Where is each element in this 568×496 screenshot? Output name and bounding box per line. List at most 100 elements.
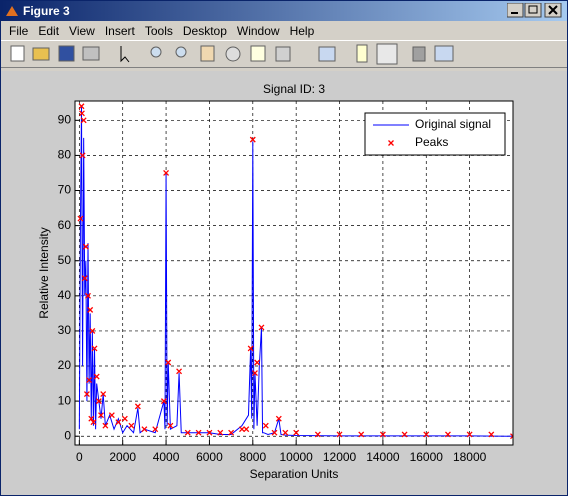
peak-marker	[293, 429, 300, 436]
peak-marker	[78, 110, 85, 117]
peak-marker	[95, 398, 102, 405]
x-tick-label: 8000	[239, 450, 266, 464]
peak-marker	[358, 431, 365, 438]
y-tick-label: 60	[58, 218, 72, 232]
toolbar	[1, 40, 567, 68]
peak-marker	[247, 345, 254, 352]
peak-marker	[85, 292, 91, 299]
y-tick-label: 90	[58, 112, 72, 126]
peak-marker	[89, 327, 96, 334]
menu-item[interactable]: Window	[236, 23, 280, 38]
peak-marker	[336, 431, 343, 438]
figure-area: Signal ID: 3 Separation Units Relative I…	[1, 71, 567, 495]
peak-marker	[176, 368, 183, 375]
y-tick-label: 70	[58, 183, 72, 197]
chart: Signal ID: 3 Separation Units Relative I…	[37, 82, 514, 481]
peak-marker	[134, 403, 141, 410]
x-tick-label: 16000	[410, 450, 444, 464]
peak-marker	[88, 415, 95, 422]
peak-marker	[258, 324, 265, 331]
menu-item[interactable]: Tools	[144, 23, 173, 38]
peak-marker	[195, 429, 202, 436]
menu-item[interactable]: Help	[289, 23, 315, 38]
y-tick-label: 30	[58, 323, 72, 337]
peak-marker	[81, 275, 88, 282]
peak-marker	[271, 429, 278, 436]
menu-item[interactable]: View	[69, 23, 95, 38]
window-buttons[interactable]	[507, 3, 563, 19]
peak-marker	[165, 359, 172, 366]
x-tick-label: 12000	[323, 450, 357, 464]
x-tick-label: 14000	[366, 450, 400, 464]
menu-item[interactable]: Desktop	[182, 23, 227, 38]
menu-item[interactable]: Edit	[38, 23, 60, 38]
y-tick-label: 80	[58, 148, 72, 162]
peak-marker	[91, 345, 98, 352]
peak-marker	[77, 215, 84, 222]
y-tick-label: 20	[58, 358, 72, 372]
legend-label: Original signal	[415, 117, 491, 131]
peak-marker	[275, 415, 282, 422]
axes-box	[74, 100, 514, 446]
peak-marker	[184, 429, 191, 436]
peak-marker	[510, 433, 513, 440]
peak-marker	[228, 429, 235, 436]
chart-title: Signal ID: 3	[263, 82, 325, 96]
peak-marker	[93, 373, 100, 380]
x-tick-label: 2000	[109, 450, 136, 464]
peak-marker	[152, 426, 159, 433]
peak-marker	[160, 398, 167, 405]
menu-item[interactable]: Insert	[104, 23, 135, 38]
x-tick-label: 18000	[453, 450, 487, 464]
peak-marker	[217, 429, 224, 436]
app-icon	[6, 6, 18, 16]
x-tick-label: 10000	[279, 450, 313, 464]
peak-marker	[115, 419, 122, 426]
peak-marker	[80, 117, 87, 124]
peak-marker	[239, 426, 245, 433]
peak-marker	[444, 431, 451, 438]
peak-marker	[314, 431, 321, 438]
y-tick-label: 10	[58, 393, 72, 407]
peak-marker	[466, 431, 473, 438]
peak-marker	[86, 377, 93, 384]
peak-marker	[167, 422, 174, 429]
peak-marker	[379, 431, 386, 438]
y-tick-label: 0	[64, 428, 71, 442]
peak-marker	[100, 391, 107, 398]
peak-marker	[78, 103, 85, 110]
peak-marker	[252, 370, 258, 377]
toolbar-icons[interactable]	[1, 41, 567, 67]
peak-marker	[98, 412, 104, 419]
peak-marker	[254, 359, 261, 366]
signal-line	[78, 106, 513, 437]
peak-marker	[488, 431, 495, 438]
title-bar: Figure 3	[1, 1, 567, 21]
menu-item[interactable]: File	[9, 23, 29, 38]
y-tick-label: 50	[58, 253, 72, 267]
peak-marker	[90, 419, 97, 426]
menu-bar: File Edit View Insert Tools Desktop Window Help	[1, 21, 567, 40]
legend-box	[364, 112, 506, 156]
peak-marker	[401, 431, 408, 438]
legend-swatch	[388, 140, 394, 146]
peak-marker	[163, 169, 170, 176]
y-tick-label: 40	[58, 288, 72, 302]
axes-background	[75, 101, 513, 445]
x-tick-label: 6000	[196, 450, 223, 464]
peak-marker	[87, 306, 94, 313]
x-tick-label: 4000	[153, 450, 180, 464]
peak-marker	[82, 243, 89, 250]
peak-marker	[262, 422, 269, 429]
peak-marker	[83, 391, 90, 398]
legend-label: Peaks	[415, 135, 448, 149]
peak-marker	[282, 429, 289, 436]
x-axis-label: Separation Units	[250, 467, 339, 481]
peak-marker	[121, 415, 128, 422]
peak-marker	[423, 431, 430, 438]
plot-area	[77, 103, 513, 440]
peak-marker	[249, 136, 256, 143]
peak-marker	[128, 422, 135, 429]
window-title: Figure 3	[23, 4, 70, 18]
